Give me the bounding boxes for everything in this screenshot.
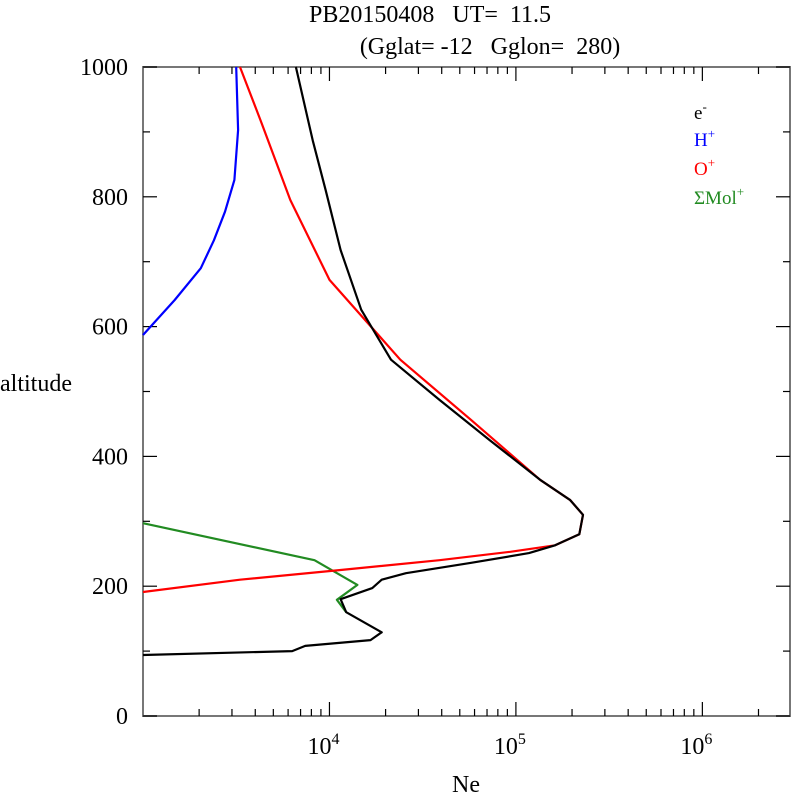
y-tick-label: 200 <box>92 574 128 600</box>
y-axis-label: altitude <box>0 371 72 397</box>
chart-subtitle: (Gglat= -12 Gglon= 280) <box>360 34 620 60</box>
y-tick-label: 800 <box>92 185 128 211</box>
legend-entry: H+ <box>694 126 715 151</box>
x-tick-label: 106 <box>680 731 712 760</box>
chart-title: PB20150408 UT= 11.5 <box>309 2 551 28</box>
axes: 0 200 400 600 800 1000 104 105 106 <box>80 55 791 760</box>
series-line-1 <box>142 66 240 336</box>
y-tick-label: 0 <box>116 704 128 730</box>
plot-frame <box>142 66 791 717</box>
series-line-3 <box>142 522 359 613</box>
x-tick-label: 105 <box>494 731 526 760</box>
legend-entry: O+ <box>694 155 715 180</box>
series-line-0 <box>142 66 585 657</box>
y-tick-label: 600 <box>92 315 128 341</box>
legend: e-H+ O+ ΣMol+ <box>694 99 744 209</box>
series-group <box>142 66 585 657</box>
y-tick-label: 400 <box>92 444 128 470</box>
legend-entry: ΣMol+ <box>694 184 744 209</box>
y-tick-label: 1000 <box>80 55 128 81</box>
series-line-2 <box>142 66 585 594</box>
legend-entry: e- <box>694 99 707 124</box>
x-tick-label: 104 <box>307 731 339 760</box>
x-axis-label: Ne <box>452 772 480 796</box>
